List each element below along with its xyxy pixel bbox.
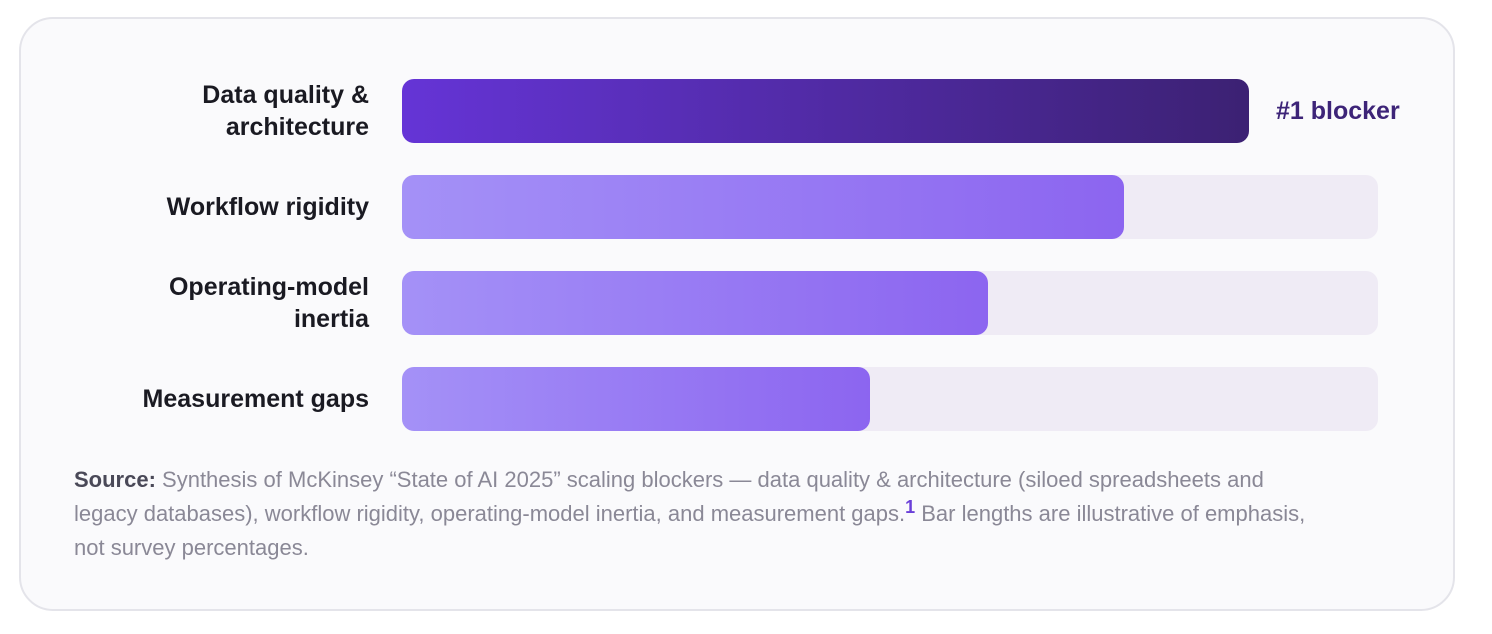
source-label: Source: bbox=[74, 467, 156, 492]
bar-track bbox=[402, 79, 1378, 143]
bar-track bbox=[402, 367, 1378, 431]
bar-row: Data quality & architecture #1 blocker bbox=[21, 79, 1453, 143]
category-label: Measurement gaps bbox=[142, 385, 369, 413]
category-label: Data quality & architecture bbox=[202, 81, 369, 141]
bar-fill bbox=[402, 271, 988, 335]
category-label: Workflow rigidity bbox=[166, 193, 369, 221]
bar-track bbox=[402, 175, 1378, 239]
bar-row: Workflow rigidity bbox=[21, 175, 1453, 239]
category-label: Operating-model inertia bbox=[168, 273, 369, 333]
bar-row: Operating-model inertia bbox=[21, 271, 1453, 335]
bar-track bbox=[402, 271, 1378, 335]
source-text: Synthesis of McKinsey “State of AI 2025”… bbox=[74, 467, 1264, 526]
footnote-reference[interactable]: 1 bbox=[905, 497, 916, 517]
bar-row: Measurement gaps bbox=[21, 367, 1453, 431]
source-note: Bar lengths are illustrative of emphasis… bbox=[74, 501, 1306, 560]
bar-fill bbox=[402, 175, 1124, 239]
bar-fill bbox=[402, 79, 1249, 143]
chart-card: Data quality & architecture #1 blocker Work… bbox=[19, 17, 1455, 611]
source-footnote: Source: Synthesis of McKinsey “State of … bbox=[74, 463, 1324, 565]
bar-annotation: #1 blocker bbox=[1276, 96, 1400, 125]
bar-fill bbox=[402, 367, 870, 431]
